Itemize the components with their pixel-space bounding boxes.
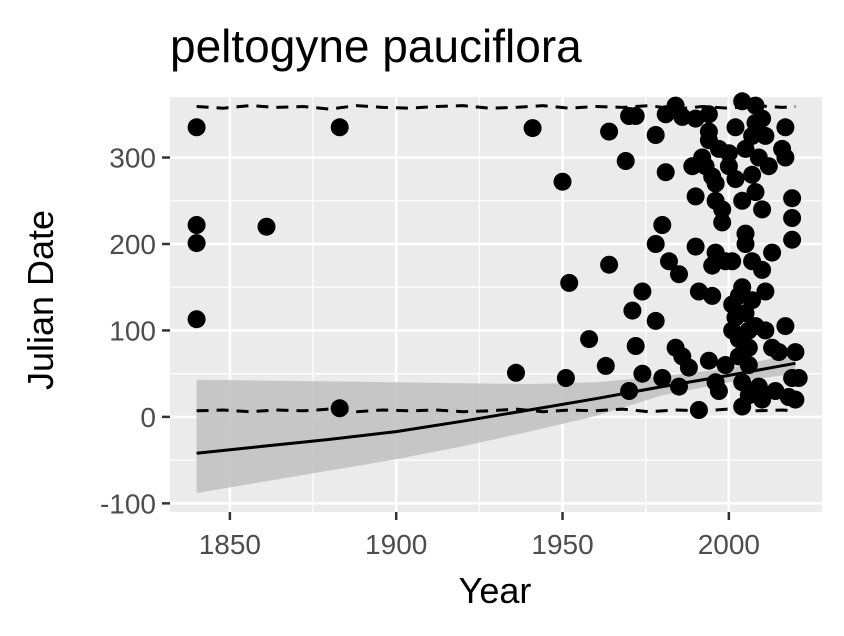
- y-tick-label: -100: [100, 488, 156, 519]
- data-point: [616, 152, 635, 170]
- confidence-band: [196, 352, 796, 493]
- data-point: [653, 369, 672, 387]
- data-point: [699, 105, 718, 124]
- data-point: [769, 343, 788, 362]
- data-point: [743, 165, 762, 184]
- data-point: [330, 118, 349, 137]
- data-point: [789, 369, 808, 387]
- data-point: [330, 399, 349, 418]
- data-point: [187, 216, 206, 234]
- data-point: [723, 252, 742, 271]
- data-point: [783, 209, 802, 227]
- x-axis-title: Year: [459, 570, 532, 611]
- data-point: [733, 191, 752, 210]
- data-point: [713, 200, 732, 219]
- data-point: [633, 364, 652, 383]
- x-tick-label: 1850: [199, 529, 261, 560]
- data-point: [753, 200, 772, 219]
- fit-line: [196, 361, 796, 455]
- data-point: [633, 282, 652, 301]
- data-point: [679, 358, 698, 377]
- x-tick-label: 1950: [531, 529, 593, 560]
- data-point: [776, 148, 795, 167]
- data-point: [257, 217, 276, 236]
- data-point: [699, 122, 718, 141]
- data-point: [626, 337, 645, 355]
- chart-title: peltogyne pauciflora: [170, 20, 582, 72]
- data-point: [556, 369, 575, 387]
- data-point: [623, 301, 642, 320]
- data-point: [783, 230, 802, 249]
- data-point: [753, 109, 772, 128]
- data-point: [776, 118, 795, 137]
- y-tick-label: 300: [109, 143, 156, 174]
- data-point: [763, 243, 782, 262]
- data-point: [709, 382, 728, 400]
- data-point: [560, 273, 579, 292]
- data-point: [653, 216, 672, 234]
- data-point: [759, 157, 778, 176]
- data-point: [783, 189, 802, 208]
- data-point: [706, 174, 725, 193]
- y-tick-label: 200: [109, 229, 156, 260]
- data-point: [673, 107, 692, 126]
- x-tick-label: 1900: [365, 529, 427, 560]
- data-point: [756, 126, 775, 145]
- data-point: [776, 317, 795, 336]
- data-point: [646, 126, 665, 144]
- data-point: [523, 119, 542, 138]
- data-point: [626, 107, 645, 125]
- data-point: [743, 291, 762, 310]
- data-point: [713, 213, 732, 232]
- data-point: [736, 235, 755, 253]
- axes: 1850 1900 1950 2000 -100 0 100 200 300: [100, 143, 760, 560]
- data-point: [756, 282, 775, 301]
- fit-line-layer: [196, 361, 796, 455]
- data-point: [719, 144, 738, 163]
- data-point: [187, 118, 206, 137]
- data-point: [753, 260, 772, 279]
- data-point: [689, 401, 708, 419]
- data-point: [187, 234, 206, 253]
- data-point: [753, 390, 772, 409]
- y-tick-label: 100: [109, 315, 156, 346]
- data-point: [507, 363, 525, 382]
- y-axis-title: Julian Date: [20, 210, 61, 390]
- data-point: [656, 163, 675, 182]
- y-tick-label: 0: [140, 402, 156, 433]
- data-point: [786, 343, 805, 362]
- data-point: [686, 187, 705, 206]
- data-point: [726, 170, 745, 189]
- data-point: [670, 377, 688, 396]
- data-point: [646, 235, 665, 253]
- data-point: [726, 118, 745, 137]
- data-point: [670, 265, 688, 284]
- data-point: [686, 237, 705, 256]
- data-point: [756, 321, 775, 340]
- data-point: [600, 122, 619, 141]
- confidence-band-layer: [196, 352, 796, 493]
- data-point: [553, 172, 572, 191]
- data-point: [716, 356, 735, 374]
- data-point: [746, 183, 765, 202]
- x-tick-label: 2000: [698, 529, 760, 560]
- data-point: [580, 330, 599, 349]
- data-point: [703, 286, 722, 305]
- data-point: [620, 382, 639, 400]
- data-point: [739, 338, 758, 357]
- data-point: [660, 252, 678, 271]
- data-point: [646, 311, 665, 330]
- data-point: [786, 390, 805, 409]
- data-point: [187, 310, 206, 329]
- data-point: [600, 255, 619, 274]
- data-point: [596, 356, 615, 375]
- points-layer: [187, 92, 808, 419]
- data-point: [699, 351, 718, 370]
- data-point: [733, 278, 752, 297]
